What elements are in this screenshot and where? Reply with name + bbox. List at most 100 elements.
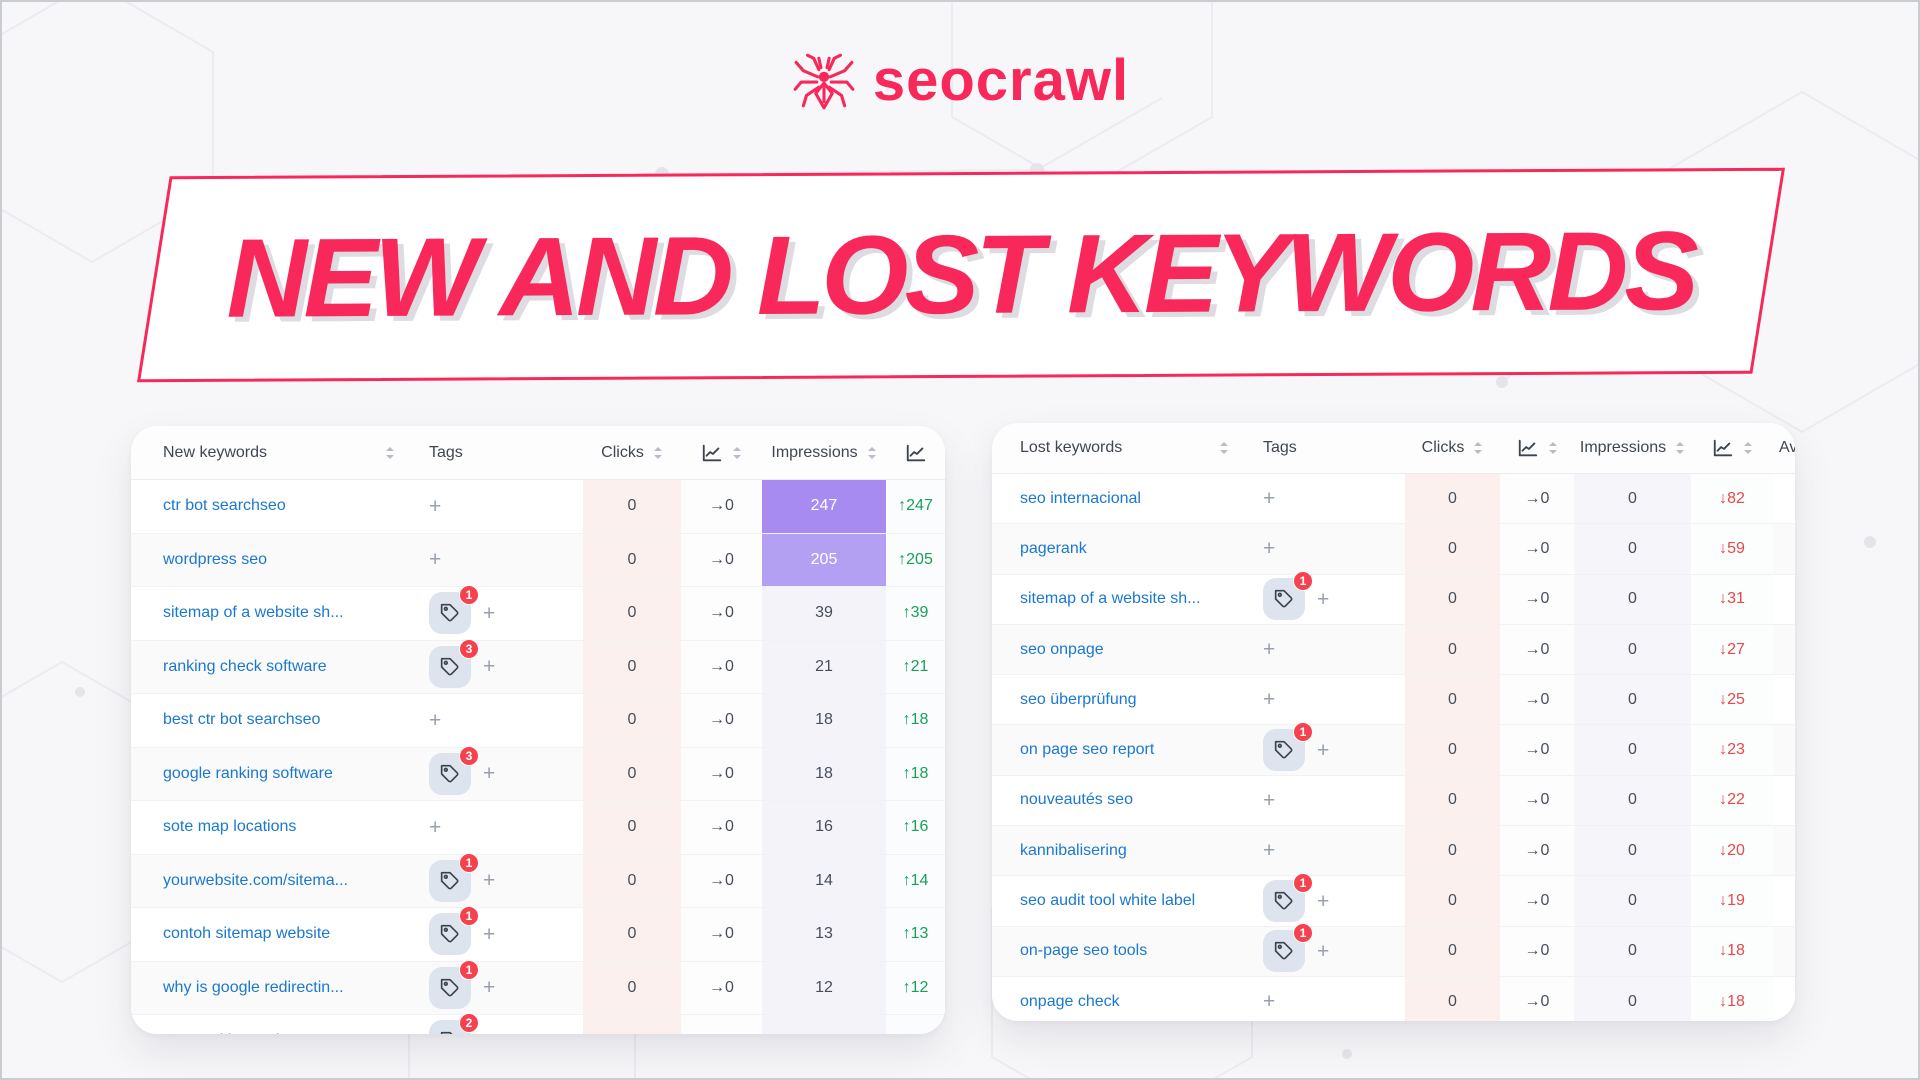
add-tag-button[interactable]: + bbox=[1263, 788, 1276, 812]
keyword-link[interactable]: google ranking software bbox=[163, 764, 333, 782]
column-header-new-keywords: New keywords bbox=[163, 443, 268, 461]
keyword-link[interactable]: sote map locations bbox=[163, 818, 297, 836]
keyword-link[interactable]: pagerank bbox=[1020, 539, 1087, 557]
add-tag-button[interactable]: + bbox=[1263, 487, 1276, 511]
tag-chip[interactable]: 1 bbox=[1263, 571, 1313, 621]
tag-chip[interactable]: 1 bbox=[1263, 873, 1313, 923]
impressions-delta: ↓59 bbox=[1719, 539, 1745, 557]
sort-icon[interactable] bbox=[1473, 441, 1483, 455]
clicks-trend: →0 bbox=[1524, 992, 1550, 1010]
tags-cell: 1 + bbox=[1255, 923, 1405, 976]
tag-chip[interactable]: 1 bbox=[1263, 722, 1313, 772]
tag-chip[interactable]: 3 bbox=[429, 745, 479, 795]
keyword-link[interactable]: seo audit tool white label bbox=[1020, 892, 1196, 910]
table-row: kannibalisering + 0 →0 0 ↓20 bbox=[992, 825, 1795, 876]
clicks-value: 0 bbox=[627, 925, 637, 943]
add-tag-button[interactable]: + bbox=[483, 762, 496, 786]
tag-chip[interactable]: 3 bbox=[429, 638, 479, 688]
impressions-delta: ↓20 bbox=[1719, 841, 1745, 859]
add-tag-button[interactable]: + bbox=[429, 708, 442, 732]
tag-count-badge: 1 bbox=[459, 852, 479, 873]
sort-icon[interactable] bbox=[385, 446, 395, 460]
impressions-value: 0 bbox=[1628, 590, 1637, 608]
sort-icon[interactable] bbox=[867, 446, 877, 460]
column-header-impressions: Impressions bbox=[1579, 439, 1667, 456]
keyword-link[interactable]: best ctr bot searchseo bbox=[163, 711, 321, 729]
impressions-value: 0 bbox=[1628, 539, 1637, 557]
add-tag-button[interactable]: + bbox=[429, 494, 442, 518]
clicks-trend: →0 bbox=[709, 497, 734, 515]
tag-chip[interactable]: 1 bbox=[429, 959, 479, 1009]
keyword-link[interactable]: ctr bot searchseo bbox=[163, 497, 286, 515]
impressions-delta: ↓18 bbox=[1719, 992, 1745, 1010]
keyword-link[interactable]: nouveautés seo bbox=[1020, 791, 1133, 809]
tag-icon bbox=[440, 925, 459, 943]
sort-icon[interactable] bbox=[1548, 441, 1558, 455]
add-tag-button[interactable]: + bbox=[1317, 939, 1330, 963]
add-tag-button[interactable]: + bbox=[1263, 688, 1276, 712]
keyword-link[interactable]: on-page seo tools bbox=[1020, 942, 1148, 960]
table-row: seo tracking tools 2 + 0 →0 12 ↑12 bbox=[131, 1013, 945, 1034]
table-row: google ranking software 3 + 0 →0 18 ↑18 bbox=[131, 745, 945, 800]
sort-icon[interactable] bbox=[1219, 441, 1229, 455]
tag-count-badge: 3 bbox=[459, 638, 479, 659]
add-tag-button[interactable]: + bbox=[483, 869, 496, 893]
keyword-link[interactable]: why is google redirectin... bbox=[163, 978, 344, 996]
keyword-link[interactable]: sitemap of a website sh... bbox=[1020, 590, 1201, 608]
tags-cell: 3 + bbox=[421, 638, 583, 694]
keyword-link[interactable]: ranking check software bbox=[163, 657, 327, 675]
sort-icon[interactable] bbox=[653, 446, 663, 460]
tag-chip[interactable]: 1 bbox=[429, 906, 479, 956]
clicks-trend: →0 bbox=[1524, 539, 1550, 557]
add-tag-button[interactable]: + bbox=[429, 548, 442, 572]
keyword-link[interactable]: on page seo report bbox=[1020, 741, 1155, 759]
add-tag-button[interactable]: + bbox=[1317, 889, 1330, 913]
tag-chip[interactable]: 1 bbox=[429, 852, 479, 902]
sort-icon[interactable] bbox=[732, 446, 742, 460]
add-tag-button[interactable]: + bbox=[1317, 738, 1330, 762]
impressions-value: 0 bbox=[1628, 992, 1637, 1010]
keyword-link[interactable]: yourwebsite.com/sitema... bbox=[163, 871, 348, 889]
keyword-link[interactable]: onpage check bbox=[1020, 992, 1120, 1010]
clicks-trend: →0 bbox=[1524, 942, 1550, 960]
add-tag-button[interactable]: + bbox=[483, 1031, 495, 1034]
clicks-trend: →0 bbox=[1524, 892, 1550, 910]
tag-count-badge: 1 bbox=[459, 906, 479, 927]
tag-chip[interactable]: 1 bbox=[1263, 923, 1313, 973]
impressions-value: 0 bbox=[1628, 841, 1637, 859]
table-row: sitemap of a website sh... 1 + 0 →0 39 ↑… bbox=[131, 585, 945, 640]
column-header-lost-keywords: Lost keywords bbox=[1020, 439, 1123, 456]
keyword-link[interactable]: seo onpage bbox=[1020, 640, 1104, 658]
impressions-delta: ↑13 bbox=[902, 925, 929, 943]
brand-name: seocrawl bbox=[872, 48, 1130, 113]
add-tag-button[interactable]: + bbox=[483, 655, 496, 679]
add-tag-button[interactable]: + bbox=[1263, 839, 1276, 863]
clicks-value: 0 bbox=[1448, 741, 1457, 759]
impressions-value: 18 bbox=[815, 764, 833, 782]
keyword-link[interactable]: seo internacional bbox=[1020, 489, 1141, 507]
add-tag-button[interactable]: + bbox=[1263, 537, 1276, 561]
add-tag-button[interactable]: + bbox=[1263, 638, 1276, 662]
add-tag-button[interactable]: + bbox=[1317, 587, 1330, 611]
add-tag-button[interactable]: + bbox=[483, 976, 496, 1000]
add-tag-button[interactable]: + bbox=[483, 601, 496, 625]
keyword-link[interactable]: wordpress seo bbox=[163, 550, 268, 568]
add-tag-button[interactable]: + bbox=[483, 922, 496, 946]
keyword-link[interactable]: kannibalisering bbox=[1020, 841, 1127, 859]
add-tag-button[interactable]: + bbox=[429, 815, 442, 839]
impressions-delta: ↑18 bbox=[902, 764, 929, 782]
keyword-link[interactable]: contoh sitemap website bbox=[163, 925, 331, 943]
tag-chip[interactable]: 2 bbox=[429, 1013, 479, 1034]
clicks-value: 0 bbox=[627, 604, 637, 622]
keyword-link[interactable]: seo überprüfung bbox=[1020, 690, 1137, 708]
line-chart-icon bbox=[1712, 437, 1734, 459]
table-row: seo onpage + 0 →0 0 ↓27 bbox=[992, 623, 1795, 675]
keyword-link[interactable]: sitemap of a website sh... bbox=[163, 604, 344, 622]
tag-chip[interactable]: 1 bbox=[429, 585, 479, 635]
line-chart-icon bbox=[1517, 437, 1539, 459]
keyword-link[interactable]: seo tracking tools bbox=[163, 1032, 288, 1034]
impressions-delta: ↑12 bbox=[902, 978, 929, 996]
sort-icon[interactable] bbox=[1743, 441, 1753, 455]
sort-icon[interactable] bbox=[1675, 441, 1685, 455]
add-tag-button[interactable]: + bbox=[1263, 990, 1276, 1014]
